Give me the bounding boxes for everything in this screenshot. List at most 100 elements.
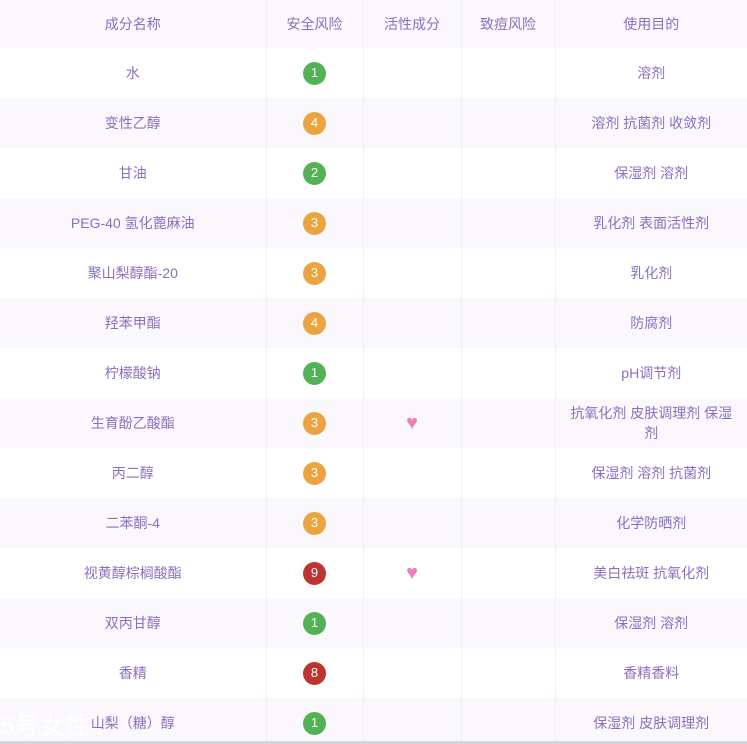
safety-risk-badge: 3 xyxy=(303,461,326,485)
active-ingredient-cell xyxy=(363,248,462,298)
ingredient-name-cell: 香精 xyxy=(0,648,267,698)
table-row: 香精 8 香精香料 xyxy=(0,648,747,698)
ingredient-name-cell: 视黄醇棕榈酸酯 xyxy=(0,548,267,598)
acne-risk-cell xyxy=(461,548,556,598)
ingredient-name-cell: 水 xyxy=(0,48,267,98)
safety-risk-badge: 1 xyxy=(303,711,326,735)
acne-risk-cell xyxy=(461,248,556,298)
active-ingredient-cell xyxy=(363,198,462,248)
active-ingredient-cell xyxy=(363,148,462,198)
safety-risk-badge: 3 xyxy=(303,411,326,435)
acne-risk-cell xyxy=(461,448,556,498)
safety-risk-badge: 3 xyxy=(303,261,326,285)
usage-purpose-cell: pH调节剂 xyxy=(621,365,682,381)
active-ingredient-cell xyxy=(363,648,462,698)
safety-risk-cell: 1 xyxy=(266,598,364,648)
table-row: 甘油 2 保湿剂 溶剂 xyxy=(0,148,747,198)
column-header-purpose: 使用目的 xyxy=(623,16,680,32)
safety-risk-badge: 3 xyxy=(303,511,326,535)
table-row: 山梨（糖）醇 1 保湿剂 皮肤调理剂 xyxy=(0,698,747,744)
safety-risk-cell: 8 xyxy=(266,648,364,698)
safety-risk-cell: 4 xyxy=(266,98,364,148)
safety-risk-cell: 3 xyxy=(266,448,364,498)
table-row: 二苯酮-4 3 化学防晒剂 xyxy=(0,498,747,548)
safety-risk-cell: 4 xyxy=(266,298,364,348)
table-row: 聚山梨醇酯-20 3 乳化剂 xyxy=(0,248,747,298)
bottom-edge-divider xyxy=(0,741,747,744)
safety-risk-cell: 3 xyxy=(266,398,364,448)
table-header-row: 成分名称 安全风险 活性成分 致痘风险 使用目的 xyxy=(0,0,747,48)
usage-purpose-cell: 美白祛斑 抗氧化剂 xyxy=(593,565,710,581)
column-header-active: 活性成分 xyxy=(363,0,462,48)
table-row: 生育酚乙酸酯 3 ♥ 抗氧化剂 皮肤调理剂 保湿剂 xyxy=(0,398,747,448)
active-ingredient-cell xyxy=(363,598,462,648)
active-ingredient-cell xyxy=(363,348,462,398)
safety-risk-cell: 3 xyxy=(266,498,364,548)
table-row: 视黄醇棕榈酸酯 9 ♥ 美白祛斑 抗氧化剂 xyxy=(0,548,747,598)
ingredient-name-cell: 生育酚乙酸酯 xyxy=(0,398,267,448)
column-header-name: 成分名称 xyxy=(0,0,267,48)
acne-risk-cell xyxy=(461,348,556,398)
safety-risk-cell: 2 xyxy=(266,148,364,198)
safety-risk-cell: 9 xyxy=(266,548,364,598)
ingredient-name-cell: 丙二醇 xyxy=(0,448,267,498)
usage-purpose-cell: 保湿剂 溶剂 xyxy=(614,615,689,631)
table-row: 丙二醇 3 保湿剂 溶剂 抗菌剂 xyxy=(0,448,747,498)
acne-risk-cell xyxy=(461,48,556,98)
acne-risk-cell xyxy=(461,598,556,648)
safety-risk-cell: 3 xyxy=(266,198,364,248)
usage-purpose-cell: 保湿剂 皮肤调理剂 xyxy=(593,715,710,731)
acne-risk-cell xyxy=(461,298,556,348)
ingredient-name-cell: 变性乙醇 xyxy=(0,98,267,148)
table-row: 水 1 溶剂 xyxy=(0,48,747,98)
active-ingredient-cell: ♥ xyxy=(363,398,462,448)
usage-purpose-cell: 化学防晒剂 xyxy=(616,515,687,531)
ingredient-name-cell: 柠檬酸钠 xyxy=(0,348,267,398)
safety-risk-badge: 4 xyxy=(303,111,326,135)
usage-purpose-cell: 溶剂 抗菌剂 收敛剂 xyxy=(591,115,712,131)
usage-purpose-cell: 保湿剂 溶剂 xyxy=(614,165,689,181)
acne-risk-cell xyxy=(461,98,556,148)
ingredient-name-cell: PEG-40 氢化蓖麻油 xyxy=(0,198,267,248)
column-header-acne: 致痘风险 xyxy=(461,0,556,48)
active-ingredient-cell xyxy=(363,298,462,348)
usage-purpose-cell: 乳化剂 表面活性剂 xyxy=(593,215,710,231)
ingredient-name-cell: 双丙甘醇 xyxy=(0,598,267,648)
acne-risk-cell xyxy=(461,198,556,248)
active-ingredient-cell xyxy=(363,698,462,744)
ingredient-name-cell: 聚山梨醇酯-20 xyxy=(0,248,267,298)
usage-purpose-cell: 抗氧化剂 皮肤调理剂 保湿剂 xyxy=(570,405,733,441)
acne-risk-cell xyxy=(461,698,556,744)
ingredient-name-cell: 山梨（糖）醇 xyxy=(0,698,267,744)
active-ingredient-cell xyxy=(363,448,462,498)
usage-purpose-cell: 溶剂 xyxy=(637,65,666,81)
safety-risk-badge: 8 xyxy=(303,661,326,685)
safety-risk-badge: 1 xyxy=(303,611,326,635)
safety-risk-badge: 9 xyxy=(303,561,326,585)
ingredient-name-cell: 羟苯甲酯 xyxy=(0,298,267,348)
active-ingredient-cell xyxy=(363,98,462,148)
table-row: PEG-40 氢化蓖麻油 3 乳化剂 表面活性剂 xyxy=(0,198,747,248)
safety-risk-badge: 2 xyxy=(303,161,326,185)
usage-purpose-cell: 香精香料 xyxy=(623,665,680,681)
table-row: 柠檬酸钠 1 pH调节剂 xyxy=(0,348,747,398)
heart-icon: ♥ xyxy=(406,561,418,584)
ingredient-name-cell: 二苯酮-4 xyxy=(0,498,267,548)
ingredient-name-cell: 甘油 xyxy=(0,148,267,198)
active-ingredient-cell: ♥ xyxy=(363,548,462,598)
table-body: 水 1 溶剂 变性乙醇 4 溶剂 抗菌剂 收敛剂 甘油 2 保湿剂 溶剂 PEG-40 氢化蓖麻油… xyxy=(0,48,747,744)
safety-risk-cell: 1 xyxy=(266,348,364,398)
acne-risk-cell xyxy=(461,398,556,448)
safety-risk-badge: 4 xyxy=(303,311,326,335)
safety-risk-badge: 1 xyxy=(303,361,326,385)
active-ingredient-cell xyxy=(363,498,462,548)
active-ingredient-cell xyxy=(363,48,462,98)
acne-risk-cell xyxy=(461,148,556,198)
acne-risk-cell xyxy=(461,498,556,548)
acne-risk-cell xyxy=(461,648,556,698)
usage-purpose-cell: 乳化剂 xyxy=(630,265,673,281)
table-row: 变性乙醇 4 溶剂 抗菌剂 收敛剂 xyxy=(0,98,747,148)
safety-risk-cell: 1 xyxy=(266,48,364,98)
